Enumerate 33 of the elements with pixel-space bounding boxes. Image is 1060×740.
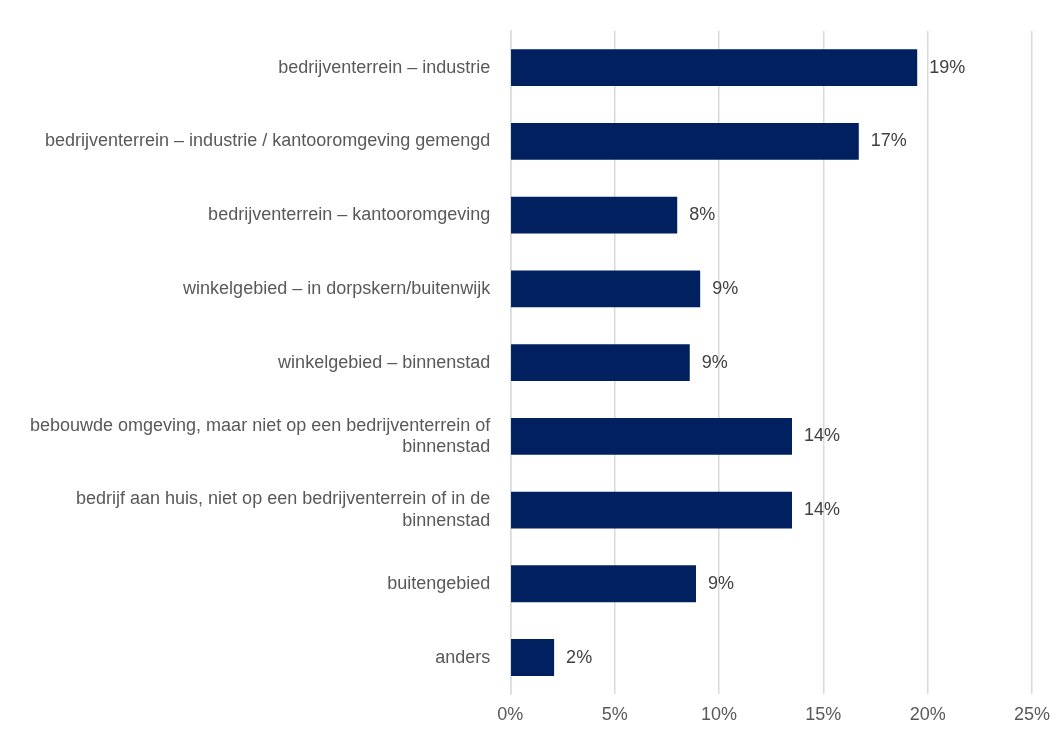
x-tick-label: 20%: [909, 704, 946, 725]
x-tick-label: 0%: [497, 704, 524, 725]
data-label: 17%: [870, 130, 907, 151]
bar: [511, 344, 690, 382]
data-label: 9%: [701, 351, 728, 372]
y-tick-label: anders: [435, 646, 491, 667]
y-tick-label: bebouwde omgeving, maar niet op een bedrijventerrein of binnenstad: [30, 414, 492, 457]
y-tick-label: winkelgebied – in dorpskern/buitenwijk: [182, 277, 492, 298]
bar: [511, 122, 859, 160]
x-tick-label: 15%: [805, 704, 842, 725]
data-label: 14%: [804, 499, 841, 520]
bar: [511, 491, 793, 529]
y-tick-label: bedrijf aan huis, niet op een bedrijventerrein of in de binnenstad: [76, 488, 491, 530]
y-tick-label: bedrijventerrein – industrie / kantooromgeving gemengd: [45, 130, 491, 151]
data-label: 19%: [929, 56, 966, 77]
x-tick-label: 5%: [601, 704, 628, 725]
y-tick-label: bedrijventerrein – industrie: [278, 56, 491, 77]
data-label: 9%: [712, 277, 739, 298]
x-tick-label: 25%: [1013, 704, 1050, 725]
data-label: 9%: [708, 572, 735, 593]
bar: [511, 639, 555, 676]
y-tick-label: bedrijventerrein – kantooromgeving: [208, 204, 491, 225]
bar: [511, 270, 701, 308]
data-label: 8%: [689, 204, 716, 225]
y-tick-label: buitengebied: [387, 572, 491, 593]
bar: [511, 417, 793, 455]
data-label: 14%: [804, 425, 841, 446]
bar: [511, 196, 678, 234]
x-tick-label: 10%: [700, 704, 737, 725]
bar: [511, 49, 918, 87]
bar: [511, 565, 697, 603]
y-tick-label: winkelgebied – binnenstad: [277, 351, 491, 372]
data-label: 2%: [566, 646, 593, 667]
